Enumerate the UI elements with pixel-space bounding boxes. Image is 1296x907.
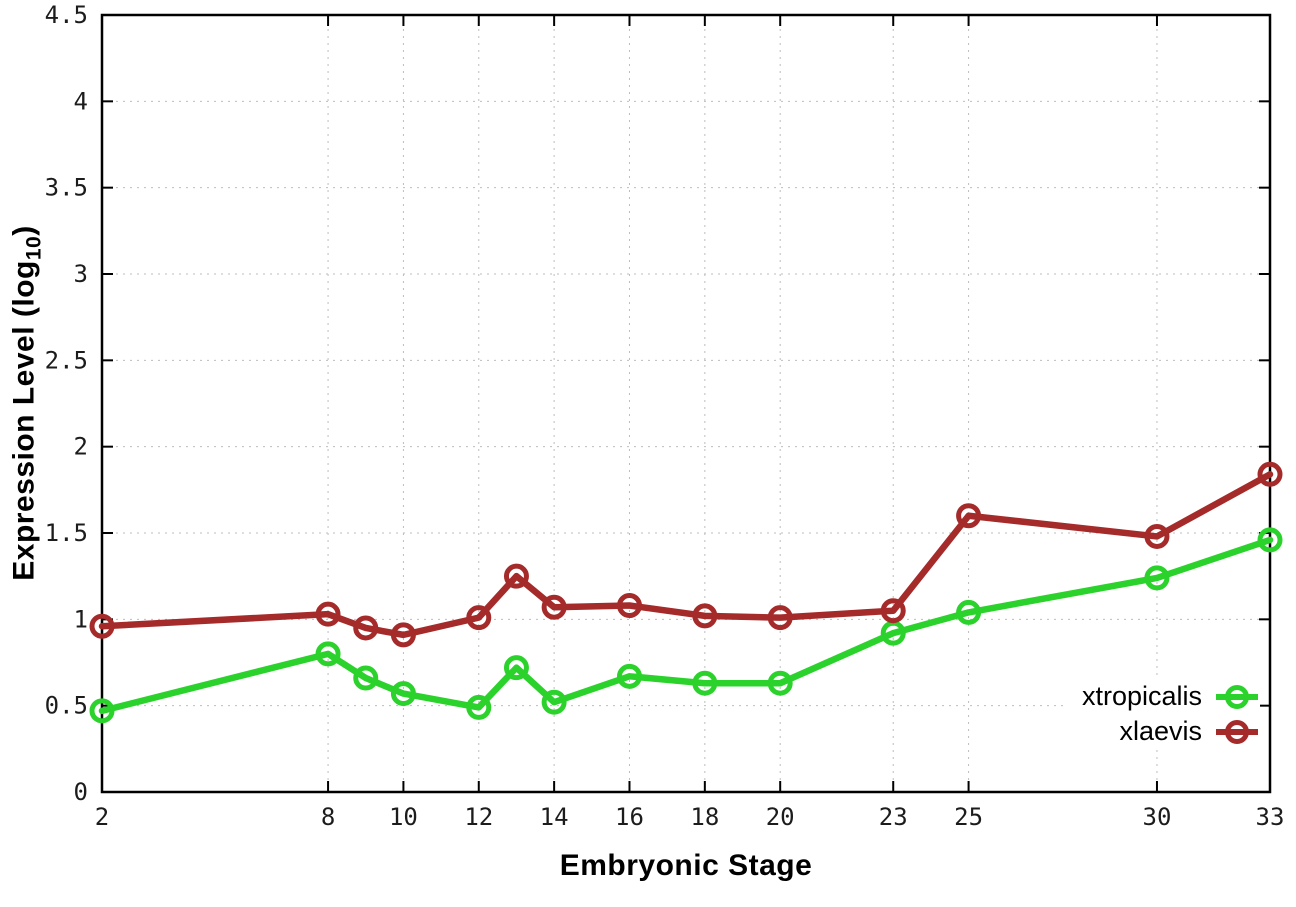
data-point-xlaevis: [315, 601, 341, 627]
y-axis-title-subscript: 10: [22, 235, 46, 261]
data-point-xlaevis: [353, 615, 379, 641]
data-point-xtropicalis: [692, 670, 718, 696]
y-tick-label: 2.5: [45, 346, 88, 374]
data-point-xlaevis: [541, 594, 567, 620]
plot-border: [100, 13, 1272, 794]
data-point-xlaevis: [503, 563, 529, 589]
data-point-xlaevis: [466, 605, 492, 631]
data-point-xtropicalis: [541, 689, 567, 715]
data-point-xlaevis: [692, 603, 718, 629]
x-tick-label: 14: [540, 803, 569, 831]
data-point-xtropicalis: [503, 655, 529, 681]
legend-label-xtropicalis: xtropicalis: [1081, 681, 1202, 711]
data-point-xlaevis: [956, 503, 982, 529]
y-tick-label: 3: [74, 260, 88, 288]
y-tick-label: 0.5: [45, 692, 88, 720]
legend: xtropicalis xlaevis: [1067, 679, 1260, 749]
data-point-xtropicalis: [616, 663, 642, 689]
data-point-xlaevis: [767, 605, 793, 631]
data-point-xlaevis: [1257, 461, 1283, 487]
y-axis-title-close: ): [7, 225, 41, 236]
legend-marker-icon: [1216, 684, 1258, 709]
y-axis-title: Expression Level (log10): [8, 225, 47, 580]
legend-marker-icon: [1216, 719, 1258, 744]
x-tick-label: 25: [954, 803, 983, 831]
y-tick-label: 3.5: [45, 174, 88, 202]
data-point-xtropicalis: [89, 698, 115, 724]
data-point-xtropicalis: [466, 694, 492, 720]
y-tick-label: 0: [74, 778, 88, 806]
data-point-xlaevis: [616, 593, 642, 619]
data-point-xtropicalis: [1257, 527, 1283, 553]
data-point-xtropicalis: [390, 681, 416, 707]
y-tick-label: 1: [74, 605, 88, 633]
x-tick-label: 23: [879, 803, 908, 831]
y-tick-label: 1.5: [45, 519, 88, 547]
data-point-xlaevis: [880, 598, 906, 624]
data-point-xlaevis: [390, 622, 416, 648]
y-tick-label: 4: [74, 87, 88, 115]
x-tick-label: 10: [389, 803, 418, 831]
x-tick-label: 30: [1143, 803, 1172, 831]
data-point-xtropicalis: [767, 670, 793, 696]
data-point-xlaevis: [1144, 523, 1170, 549]
data-point-xtropicalis: [353, 665, 379, 691]
legend-point-sample: [1225, 684, 1249, 709]
data-point-xtropicalis: [956, 599, 982, 625]
legend-point-sample: [1225, 719, 1249, 744]
data-point-xtropicalis: [315, 641, 341, 667]
y-tick-label: 4.5: [45, 1, 88, 29]
series-line-xlaevis: [98, 471, 1274, 639]
series-line-xtropicalis: [98, 536, 1274, 715]
y-tick-label: 2: [74, 433, 88, 461]
x-tick-label: 12: [464, 803, 493, 831]
data-point-xlaevis: [89, 613, 115, 639]
legend-label-xlaevis: xlaevis: [1119, 716, 1202, 746]
y-axis-title-text: Expression Level (log: [7, 260, 41, 581]
x-tick-label: 33: [1256, 803, 1285, 831]
x-tick-label: 18: [690, 803, 719, 831]
legend-row: xtropicalis: [1082, 679, 1260, 714]
x-axis-title: Embryonic Stage: [559, 849, 813, 882]
x-tick-label: 16: [615, 803, 644, 831]
x-tick-label: 8: [321, 803, 335, 831]
x-tick-label: 20: [766, 803, 795, 831]
legend-row: xlaevis: [1082, 714, 1260, 749]
x-tick-label: 2: [95, 803, 109, 831]
data-point-xtropicalis: [1144, 565, 1170, 591]
